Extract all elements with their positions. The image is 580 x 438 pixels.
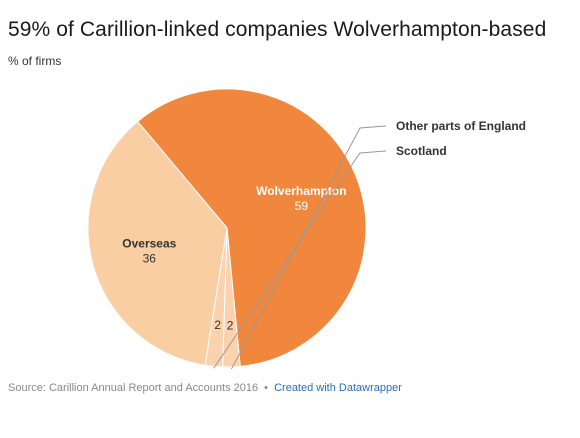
datawrapper-credit-link[interactable]: Created with Datawrapper xyxy=(274,382,402,394)
slice-value-scotland: 2 xyxy=(214,318,221,332)
chart-footer: Source: Carillion Annual Report and Acco… xyxy=(8,382,402,394)
slice-label-overseas: Overseas xyxy=(122,236,176,250)
slice-value-other-parts-of-england: 2 xyxy=(227,318,234,332)
slice-label-scotland: Scotland xyxy=(396,144,447,158)
slice-label-wolverhampton: Wolverhampton xyxy=(256,184,346,198)
slice-value-wolverhampton: 59 xyxy=(295,199,309,213)
slice-label-other-parts-of-england: Other parts of England xyxy=(396,119,526,133)
source-note: Source: Carillion Annual Report and Acco… xyxy=(8,382,258,394)
footer-separator: • xyxy=(264,382,268,394)
slice-value-overseas: 36 xyxy=(143,251,157,265)
